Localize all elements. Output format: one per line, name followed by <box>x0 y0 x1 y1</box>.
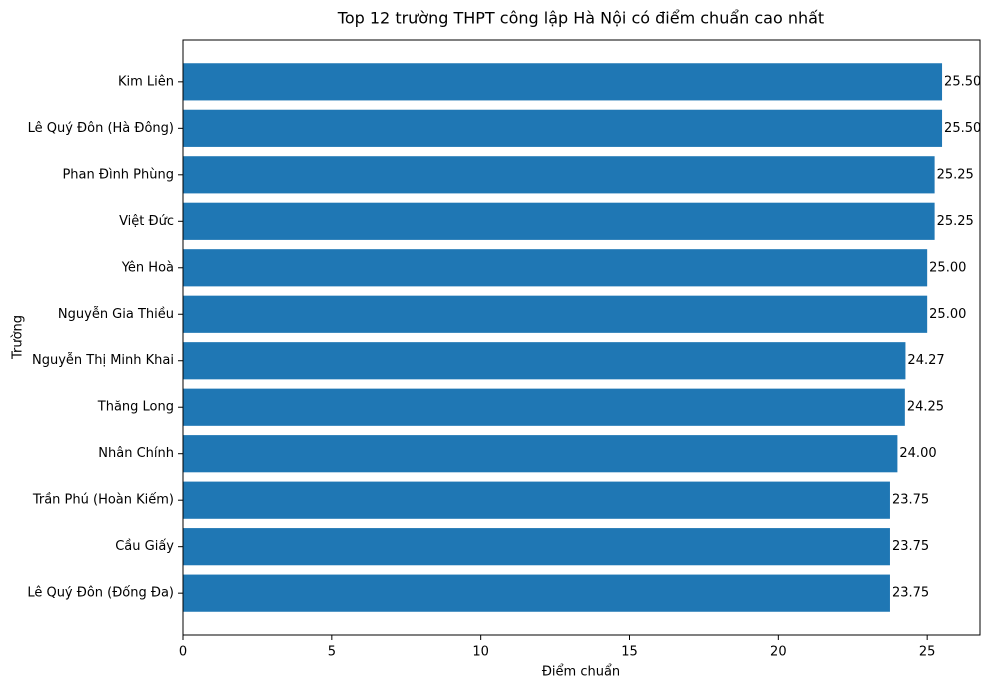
y-tick-label: Lê Quý Đôn (Đống Đa) <box>27 586 174 601</box>
plot-frame <box>182 39 981 636</box>
x-axis-label: Điểm chuẩn <box>542 665 620 680</box>
value-label: 23.75 <box>892 586 929 601</box>
y-tick-label: Kim Liên <box>118 74 174 89</box>
y-tick-label: Yên Hoà <box>121 260 174 275</box>
y-tick-label: Cầu Giấy <box>115 539 174 554</box>
value-label: 24.00 <box>899 446 936 461</box>
y-tick-label: Việt Đức <box>119 214 174 229</box>
bar <box>183 435 898 473</box>
x-tick-label: 10 <box>472 645 489 660</box>
y-tick-label: Thăng Long <box>97 400 174 415</box>
x-tick-label: 15 <box>621 645 638 660</box>
bar <box>183 63 943 101</box>
bar <box>183 295 928 333</box>
x-tick-label: 5 <box>328 645 336 660</box>
value-label: 25.25 <box>937 214 974 229</box>
y-tick-label: Trần Phú (Hoàn Kiếm) <box>32 493 174 508</box>
value-label: 25.00 <box>929 260 966 275</box>
y-tick-label: Lê Quý Đôn (Hà Đông) <box>28 121 174 136</box>
y-tick-label: Nguyễn Gia Thiều <box>58 307 174 322</box>
bar <box>183 342 906 380</box>
y-tick-label: Nguyễn Thị Minh Khai <box>32 353 174 368</box>
y-tick-label: Nhân Chính <box>98 446 174 461</box>
x-tick-label: 0 <box>179 645 187 660</box>
value-label: 24.25 <box>907 400 944 415</box>
chart-title: Top 12 trường THPT công lập Hà Nội có đi… <box>337 9 824 28</box>
bar <box>183 481 890 519</box>
value-label: 23.75 <box>892 493 929 508</box>
y-tick-label: Phan Đình Phùng <box>62 167 174 182</box>
x-tick-label: 20 <box>770 645 787 660</box>
bar <box>183 249 928 287</box>
value-label: 23.75 <box>892 539 929 554</box>
y-axis-label: Trường <box>11 315 26 360</box>
bar <box>183 156 935 194</box>
x-tick-label: 25 <box>919 645 936 660</box>
bar <box>183 109 943 147</box>
value-label: 24.27 <box>907 353 944 368</box>
bar <box>183 574 890 612</box>
value-label: 25.25 <box>937 167 974 182</box>
bar <box>183 528 890 566</box>
bar <box>183 202 935 240</box>
bar <box>183 388 905 426</box>
value-label: 25.50 <box>944 121 981 136</box>
value-label: 25.00 <box>929 307 966 322</box>
value-label: 25.50 <box>944 74 981 89</box>
